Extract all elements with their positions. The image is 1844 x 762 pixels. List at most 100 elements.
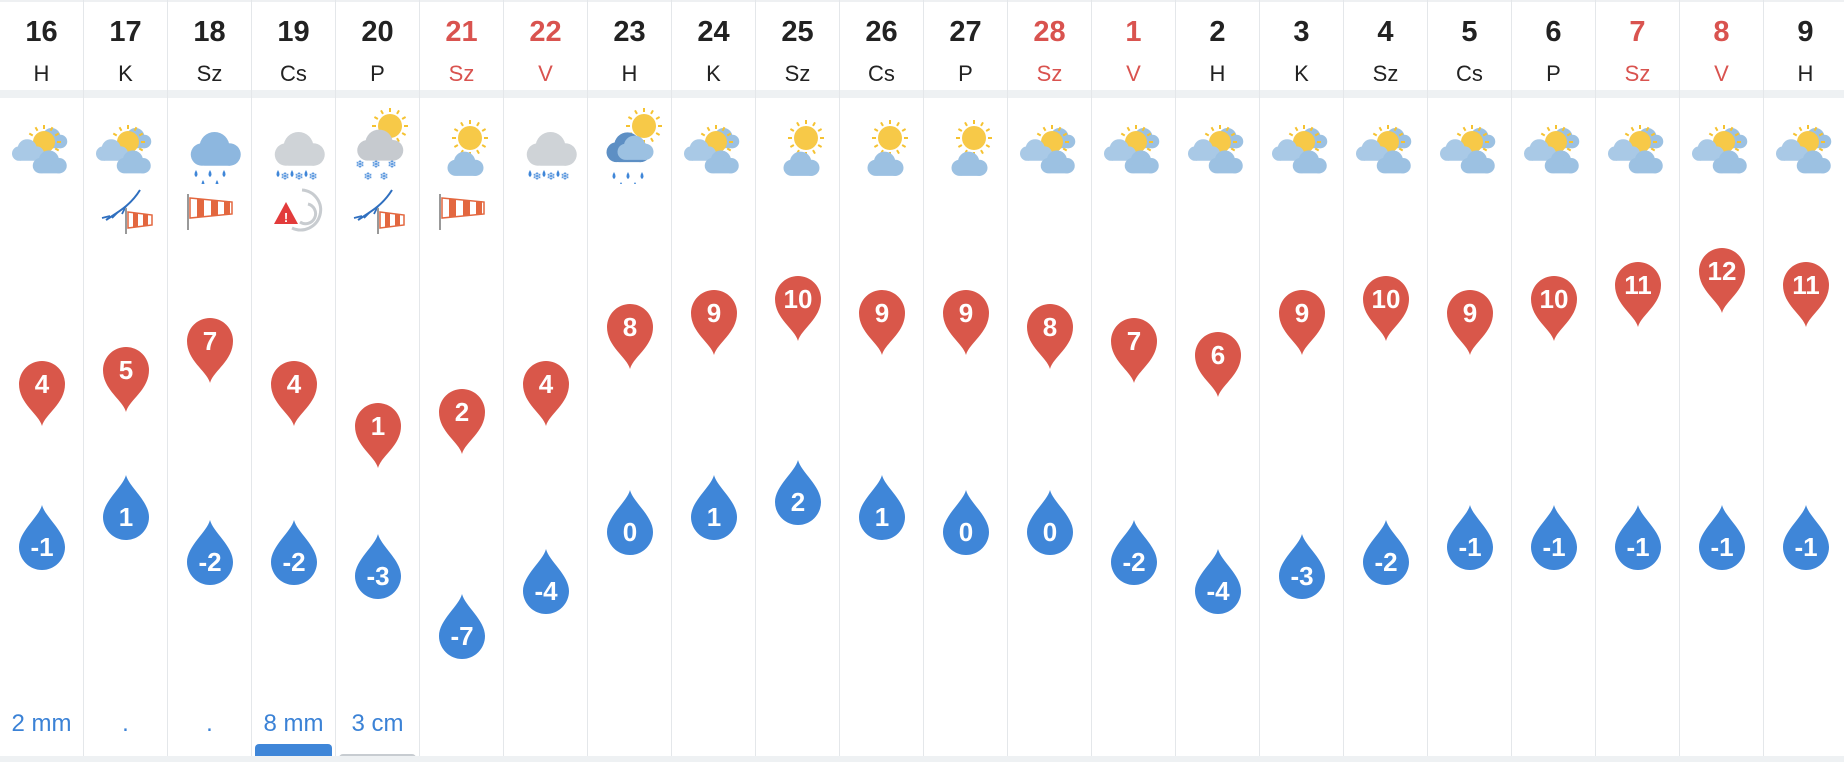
day-column[interactable]: 22 V ❄ ❄ ❄ 4 -4 <box>504 0 588 762</box>
min-temp-drop: -3 <box>1277 532 1327 602</box>
partly-cloudy-sun-icon <box>1440 125 1496 174</box>
day-column[interactable]: 21 Sz 2 -7 <box>420 0 504 762</box>
partly-cloudy-sun-icon <box>684 125 740 174</box>
day-name: H <box>1209 61 1226 86</box>
day-number: 19 <box>277 16 310 48</box>
day-header[interactable]: 5 Cs <box>1428 0 1511 98</box>
day-header[interactable]: 28 Sz <box>1008 0 1091 98</box>
min-temp-drop: -7 <box>437 592 487 662</box>
rain-icon <box>190 132 241 184</box>
day-column[interactable]: 20 P ❄ ❄ ❄ ❄ ❄ 1 -3 3 cm <box>336 0 420 762</box>
day-column[interactable]: 7 Sz 11 -1 <box>1596 0 1680 762</box>
day-header[interactable]: 3 K <box>1260 0 1343 98</box>
day-name: Sz <box>1624 61 1651 86</box>
max-temp-pin: 12 <box>1697 245 1747 315</box>
day-header[interactable]: 23 H <box>588 0 671 98</box>
day-column[interactable]: 18 Sz 7 -2. <box>168 0 252 762</box>
svg-text:❄: ❄ <box>371 159 380 171</box>
day-column[interactable]: 27 P 9 0 <box>924 0 1008 762</box>
max-label: 8 <box>1043 312 1057 342</box>
min-label: -1 <box>1626 532 1649 562</box>
day-column[interactable]: 19 Cs ❄ ❄ ❄! 4 -2 8 mm <box>252 0 336 762</box>
min-label: -2 <box>198 547 221 577</box>
precip-amount: . <box>206 710 213 737</box>
max-temp-pin: 10 <box>1529 273 1579 343</box>
day-name: Cs <box>280 61 307 86</box>
day-column[interactable]: 17 K 5 1. <box>84 0 168 762</box>
min-label: -3 <box>366 561 389 591</box>
day-header[interactable]: 18 Sz <box>168 0 251 98</box>
day-name: H <box>33 61 50 86</box>
day-header[interactable]: 24 K <box>672 0 755 98</box>
max-temp-pin: 2 <box>437 386 487 456</box>
day-number: 5 <box>1461 16 1478 48</box>
day-header[interactable]: 26 Cs <box>840 0 923 98</box>
day-header[interactable]: 9 H <box>1764 0 1844 98</box>
day-column[interactable]: 16 H 4 -1 2 mm <box>0 0 84 762</box>
svg-text:!: ! <box>284 210 288 225</box>
day-header[interactable]: 27 P <box>924 0 1007 98</box>
day-header[interactable]: 17 K <box>84 0 167 98</box>
min-label: 1 <box>875 502 889 532</box>
max-label: 2 <box>455 397 469 427</box>
day-header[interactable]: 1 V <box>1092 0 1175 98</box>
day-number: 20 <box>361 16 394 48</box>
partly-cloudy-sun-icon <box>1524 125 1580 174</box>
day-header[interactable]: 2 H <box>1176 0 1259 98</box>
svg-text:❄: ❄ <box>363 171 372 183</box>
day-header[interactable]: 8 V <box>1680 0 1763 98</box>
day-column[interactable]: 3 K 9 -3 <box>1260 0 1344 762</box>
day-column[interactable]: 24 K 9 1 <box>672 0 756 762</box>
day-header[interactable]: 4 Sz <box>1344 0 1427 98</box>
day-column[interactable]: 6 P 10 -1 <box>1512 0 1596 762</box>
max-temp-pin: 9 <box>1277 287 1327 357</box>
day-header[interactable]: 20 P <box>336 0 419 98</box>
day-column[interactable]: 4 Sz 10 -2 <box>1344 0 1428 762</box>
day-header[interactable]: 6 P <box>1512 0 1595 98</box>
small-sun-cloud-icon <box>951 120 992 176</box>
min-label: 1 <box>119 502 133 532</box>
day-number: 6 <box>1545 16 1562 48</box>
day-column[interactable]: 23 H 8 0 <box>588 0 672 762</box>
day-column[interactable]: 5 Cs 9 -1 <box>1428 0 1512 762</box>
day-header[interactable]: 22 V <box>504 0 587 98</box>
day-column[interactable]: 1 V 7 -2 <box>1092 0 1176 762</box>
day-header[interactable]: 19 Cs <box>252 0 335 98</box>
precip-amount: 3 cm <box>351 710 404 737</box>
svg-text:❄: ❄ <box>294 171 303 183</box>
svg-text:❄: ❄ <box>560 171 569 183</box>
max-temp-pin: 1 <box>353 400 403 470</box>
min-label: -2 <box>282 547 305 577</box>
max-temp-pin: 11 <box>1613 259 1663 329</box>
day-number: 28 <box>1033 16 1066 48</box>
day-column[interactable]: 2 H 6 -4 <box>1176 0 1260 762</box>
day-header[interactable]: 7 Sz <box>1596 0 1679 98</box>
day-header[interactable]: 21 Sz <box>420 0 503 98</box>
min-temp-drop: -1 <box>1781 503 1831 573</box>
max-label: 10 <box>1540 284 1569 314</box>
max-temp-pin: 11 <box>1781 259 1831 329</box>
day-number: 4 <box>1377 16 1394 48</box>
max-temp-pin: 9 <box>689 287 739 357</box>
day-number: 27 <box>949 16 982 48</box>
day-column[interactable]: 9 H 11 -1 <box>1764 0 1844 762</box>
partly-cloudy-sun-icon <box>1020 125 1076 174</box>
day-header[interactable]: 25 Sz <box>756 0 839 98</box>
max-label: 10 <box>784 284 813 314</box>
svg-text:❄: ❄ <box>387 159 396 171</box>
windsock-icon <box>187 194 233 230</box>
day-number: 22 <box>529 16 562 48</box>
day-name: H <box>1797 61 1814 86</box>
max-label: 4 <box>35 369 50 399</box>
min-label: -1 <box>1710 532 1733 562</box>
day-column[interactable]: 26 Cs 9 1 <box>840 0 924 762</box>
day-column[interactable]: 8 V 12 -1 <box>1680 0 1764 762</box>
min-temp-drop: -4 <box>521 547 571 617</box>
day-column[interactable]: 28 Sz 8 0 <box>1008 0 1092 762</box>
max-label: 9 <box>1295 298 1309 328</box>
max-temp-pin: 7 <box>185 315 235 385</box>
partly-cloudy-sun-icon <box>96 125 152 174</box>
precip-amount: 8 mm <box>263 710 324 737</box>
day-header[interactable]: 16 H <box>0 0 83 98</box>
day-column[interactable]: 25 Sz 10 2 <box>756 0 840 762</box>
